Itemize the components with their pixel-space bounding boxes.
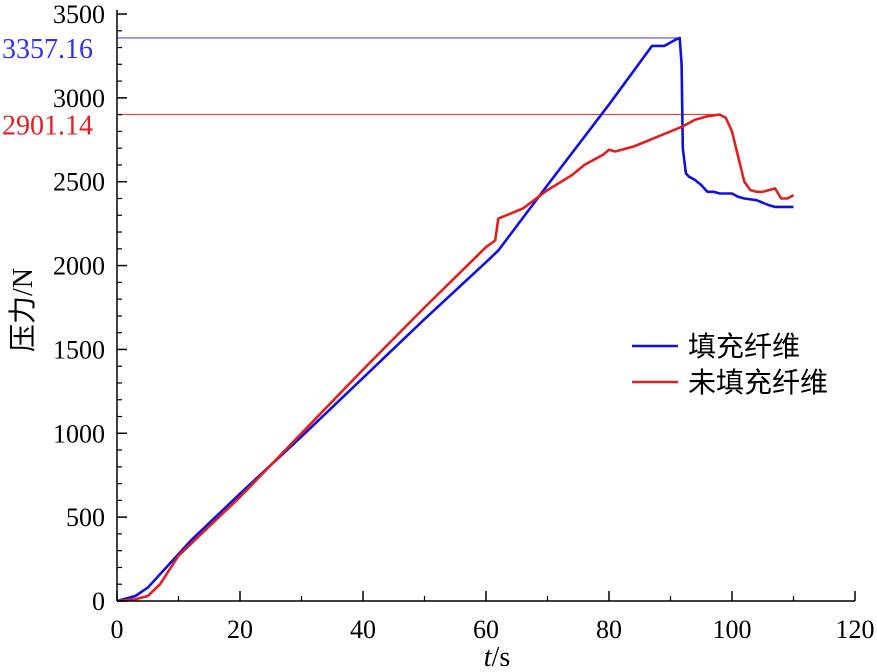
reference-lines: 3357.16 2901.14 [2,34,720,141]
series-lines [116,36,795,603]
y-axis-title: 压力/N [7,268,39,352]
x-tick-label: 80 [596,615,622,644]
y-tick-label: 3000 [53,84,105,113]
reference-line-label: 3357.16 [2,34,93,65]
y-tick-label: 0 [92,587,105,616]
x-axis-title-variable: t [484,642,493,672]
axes [116,10,855,602]
series-line [116,36,794,603]
x-tick-label: 120 [836,615,875,644]
y-tick-label: 2500 [53,168,105,197]
y-tick-label: 2000 [53,252,105,281]
ticks [116,13,856,602]
x-tick-label: 0 [111,615,124,644]
x-tick-label: 60 [473,615,499,644]
tick-labels: 0 20 40 60 80 100 120 0 500 1000 1500 2000 2500 3000 3… [53,0,875,644]
series-line [116,113,795,603]
y-tick-label: 3500 [53,0,105,29]
x-axis-title-unit: /s [492,642,511,672]
reference-line-label: 2901.14 [2,110,93,141]
y-tick-label: 500 [66,503,105,532]
x-tick-label: 20 [227,615,253,644]
y-tick-label: 1000 [53,419,105,448]
legend-label: 填充纤维 [688,330,800,363]
y-tick-label: 1500 [53,335,105,364]
x-tick-label: 40 [350,615,376,644]
x-axis-title: t/s [484,642,510,672]
legend-label: 未填充纤维 [688,366,828,399]
x-tick-label: 100 [713,615,752,644]
